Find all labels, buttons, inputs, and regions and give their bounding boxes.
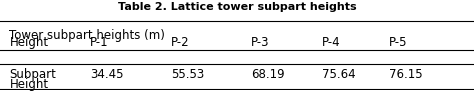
Text: P-3: P-3 <box>251 36 270 49</box>
Text: Tower subpart heights (m): Tower subpart heights (m) <box>9 29 165 42</box>
Text: Height: Height <box>9 78 49 91</box>
Text: Height: Height <box>9 36 49 49</box>
Text: 34.45: 34.45 <box>90 68 124 81</box>
Text: 76.15: 76.15 <box>389 68 422 81</box>
Text: P-5: P-5 <box>389 36 407 49</box>
Text: 55.53: 55.53 <box>171 68 204 81</box>
Text: P-4: P-4 <box>322 36 341 49</box>
Text: Subpart: Subpart <box>9 68 56 81</box>
Text: Table 2. Lattice tower subpart heights: Table 2. Lattice tower subpart heights <box>118 2 356 12</box>
Text: P-1: P-1 <box>90 36 109 49</box>
Text: 75.64: 75.64 <box>322 68 356 81</box>
Text: P-2: P-2 <box>171 36 189 49</box>
Text: 68.19: 68.19 <box>251 68 285 81</box>
